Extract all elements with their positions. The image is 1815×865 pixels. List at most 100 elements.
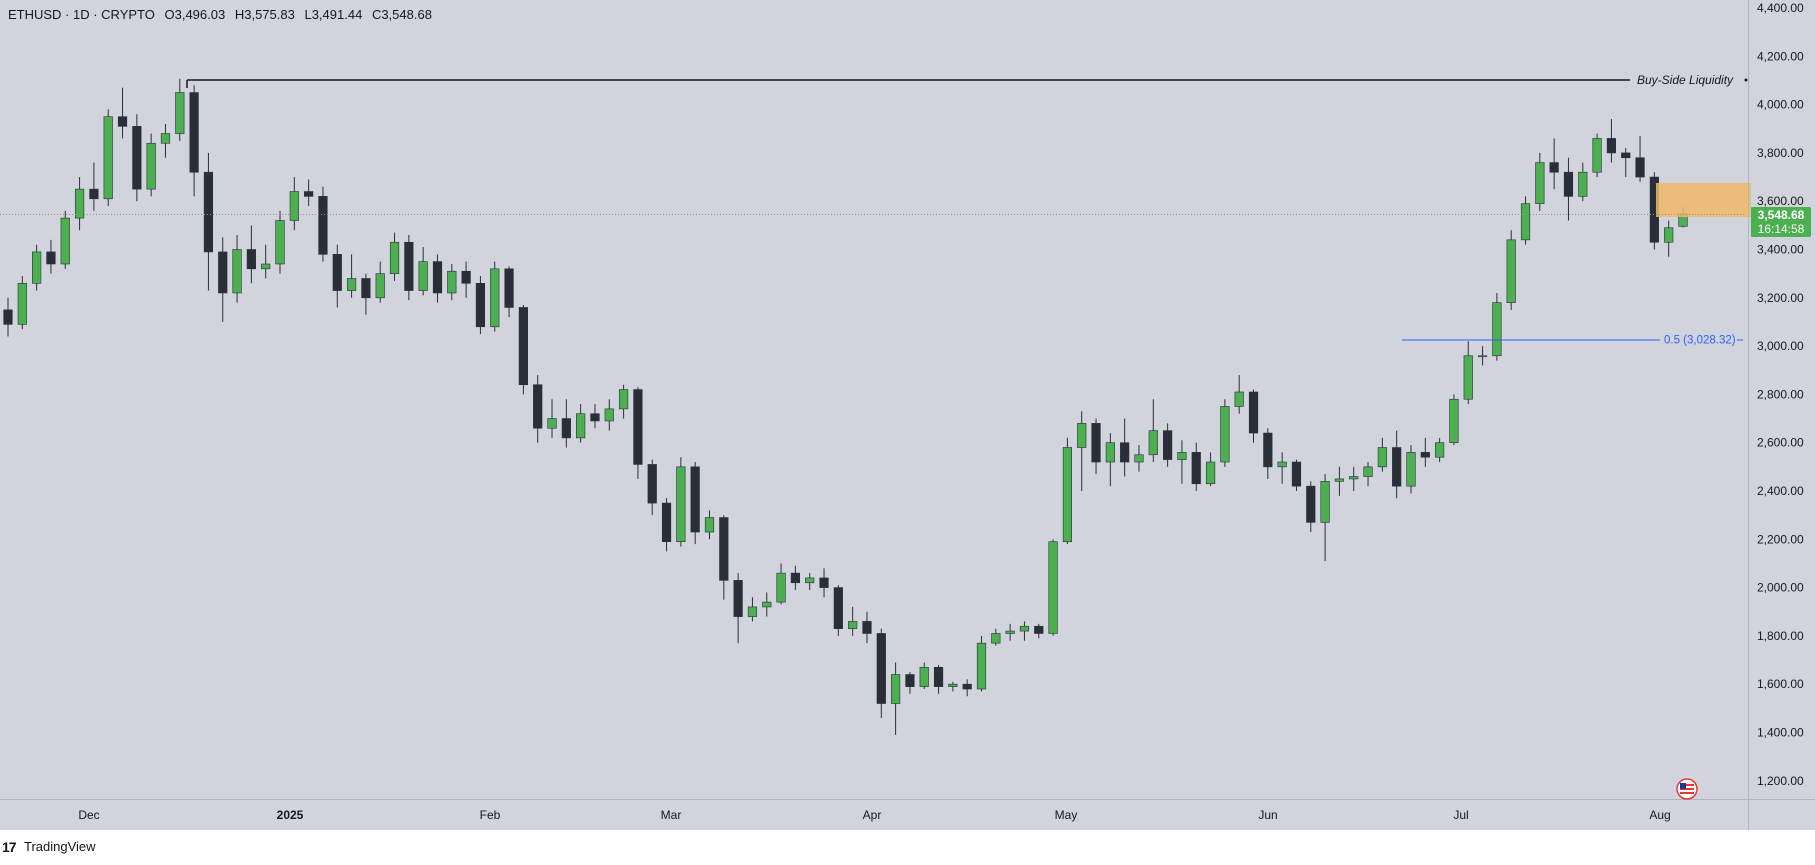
candle-down bbox=[218, 251, 228, 294]
candle-down bbox=[862, 621, 872, 634]
candle-down bbox=[1392, 447, 1402, 487]
candle-down bbox=[1621, 152, 1631, 159]
candle-down bbox=[819, 577, 829, 588]
candle-up bbox=[1277, 461, 1287, 468]
candle-up bbox=[289, 191, 299, 221]
candle-up bbox=[776, 572, 786, 603]
candle-down bbox=[590, 413, 600, 422]
price-axis-tick-label: 3,400.00 bbox=[1757, 243, 1804, 257]
candle-up bbox=[1578, 171, 1588, 197]
candle-up bbox=[1077, 423, 1087, 448]
candle-up bbox=[1477, 355, 1488, 358]
fib-05-label: 0.5 (3,028.32) bbox=[1664, 335, 1736, 347]
candle-up bbox=[1334, 478, 1345, 482]
candle-up bbox=[1019, 625, 1030, 632]
candle-up bbox=[747, 606, 758, 617]
candle-up bbox=[1492, 302, 1502, 357]
candle-down bbox=[661, 502, 672, 543]
candle-up bbox=[103, 116, 113, 200]
tradingview-logo-icon[interactable]: 17 bbox=[2, 839, 17, 855]
candle-up bbox=[891, 674, 901, 704]
candle-down bbox=[518, 307, 528, 386]
candle-up bbox=[389, 241, 400, 274]
candle-down bbox=[132, 126, 142, 190]
candle-down bbox=[690, 466, 700, 533]
candle-up bbox=[848, 621, 858, 629]
price-axis[interactable]: 4,400.00 4,200.00 4,000.00 3,800.00 3,600.00… bbox=[1757, 1, 1804, 788]
candle-up bbox=[1148, 430, 1158, 456]
price-axis-tick-label: 1,200.00 bbox=[1757, 774, 1804, 788]
candle-up bbox=[490, 268, 500, 328]
candle-up bbox=[375, 273, 385, 299]
time-axis-tick-label: Apr bbox=[863, 808, 882, 822]
candle-up bbox=[704, 517, 715, 533]
candle-down bbox=[46, 251, 56, 265]
candle-up bbox=[676, 466, 686, 543]
candle-up bbox=[1048, 541, 1058, 634]
candle-up bbox=[1062, 447, 1072, 543]
time-axis-tick-label: Jun bbox=[1258, 808, 1277, 822]
candle-down bbox=[1606, 138, 1617, 154]
candle-down bbox=[1635, 157, 1645, 178]
candle-down bbox=[733, 580, 743, 617]
countdown-timer: 16:14:58 bbox=[1758, 222, 1805, 236]
candle-down bbox=[561, 418, 571, 439]
time-axis-tick-label: Aug bbox=[1649, 808, 1670, 822]
last-price-value: 3,548.68 bbox=[1758, 208, 1805, 222]
candle-up bbox=[991, 633, 1001, 644]
price-axis-tick-label: 1,600.00 bbox=[1757, 677, 1804, 691]
candle-up bbox=[805, 577, 815, 584]
candles-layer bbox=[3, 78, 1688, 735]
candle-down bbox=[1248, 391, 1259, 434]
candle-up bbox=[1377, 447, 1387, 468]
candle-down bbox=[1306, 485, 1316, 523]
candle-up bbox=[1105, 442, 1115, 463]
price-axis-tick-label: 4,400.00 bbox=[1757, 1, 1804, 15]
candle-down bbox=[1420, 452, 1430, 458]
candle-up bbox=[576, 413, 586, 439]
candle-up bbox=[976, 642, 987, 690]
candle-up bbox=[1435, 442, 1445, 458]
price-axis-tick-label: 3,600.00 bbox=[1757, 194, 1804, 208]
candle-up bbox=[1134, 454, 1144, 463]
candle-up bbox=[762, 601, 772, 608]
time-axis[interactable]: Dec 2025 Feb Mar Apr May Jun Jul Aug bbox=[78, 808, 1670, 822]
candle-down bbox=[475, 283, 486, 328]
candle-up bbox=[261, 263, 271, 270]
candle-up bbox=[1220, 406, 1230, 463]
buy-side-liquidity-label: Buy-Side Liquidity bbox=[1637, 73, 1734, 87]
candle-down bbox=[933, 666, 944, 687]
candle-up bbox=[948, 683, 958, 687]
time-axis-tick-label: Dec bbox=[78, 808, 99, 822]
supply-zone[interactable] bbox=[1656, 183, 1751, 217]
tradingview-brand[interactable]: TradingView bbox=[24, 839, 96, 854]
candle-up bbox=[17, 283, 27, 325]
candle-down bbox=[189, 92, 199, 173]
candle-down bbox=[876, 633, 886, 704]
candle-down bbox=[404, 241, 414, 291]
candle-up bbox=[146, 142, 156, 190]
candle-down bbox=[318, 196, 328, 255]
price-axis-tick-label: 1,800.00 bbox=[1757, 629, 1804, 643]
candle-down bbox=[246, 249, 256, 270]
candle-up bbox=[1363, 466, 1373, 477]
candle-down bbox=[533, 384, 543, 429]
symbol-info[interactable]: ETHUSD · 1D · CRYPTO bbox=[8, 7, 155, 22]
time-axis-tick-label: Feb bbox=[480, 808, 501, 822]
candle-up bbox=[160, 133, 171, 144]
candle-down bbox=[432, 261, 443, 294]
candle-down bbox=[1034, 625, 1044, 634]
us-flag-icon[interactable] bbox=[1676, 778, 1698, 800]
ohlc-low: L3,491.44 bbox=[304, 7, 363, 22]
candle-up bbox=[32, 251, 42, 284]
price-chart[interactable]: Buy-Side Liquidity 0.5 (3,028.32) 4,400.… bbox=[0, 0, 1815, 830]
candle-down bbox=[633, 389, 643, 465]
candle-up bbox=[1506, 239, 1516, 303]
candle-down bbox=[1549, 162, 1559, 173]
price-axis-tick-label: 2,800.00 bbox=[1757, 387, 1804, 401]
candle-down bbox=[117, 116, 128, 127]
candle-up bbox=[74, 188, 85, 219]
chart-background bbox=[0, 0, 1815, 830]
candle-down bbox=[1120, 442, 1130, 463]
candle-down bbox=[3, 309, 13, 325]
